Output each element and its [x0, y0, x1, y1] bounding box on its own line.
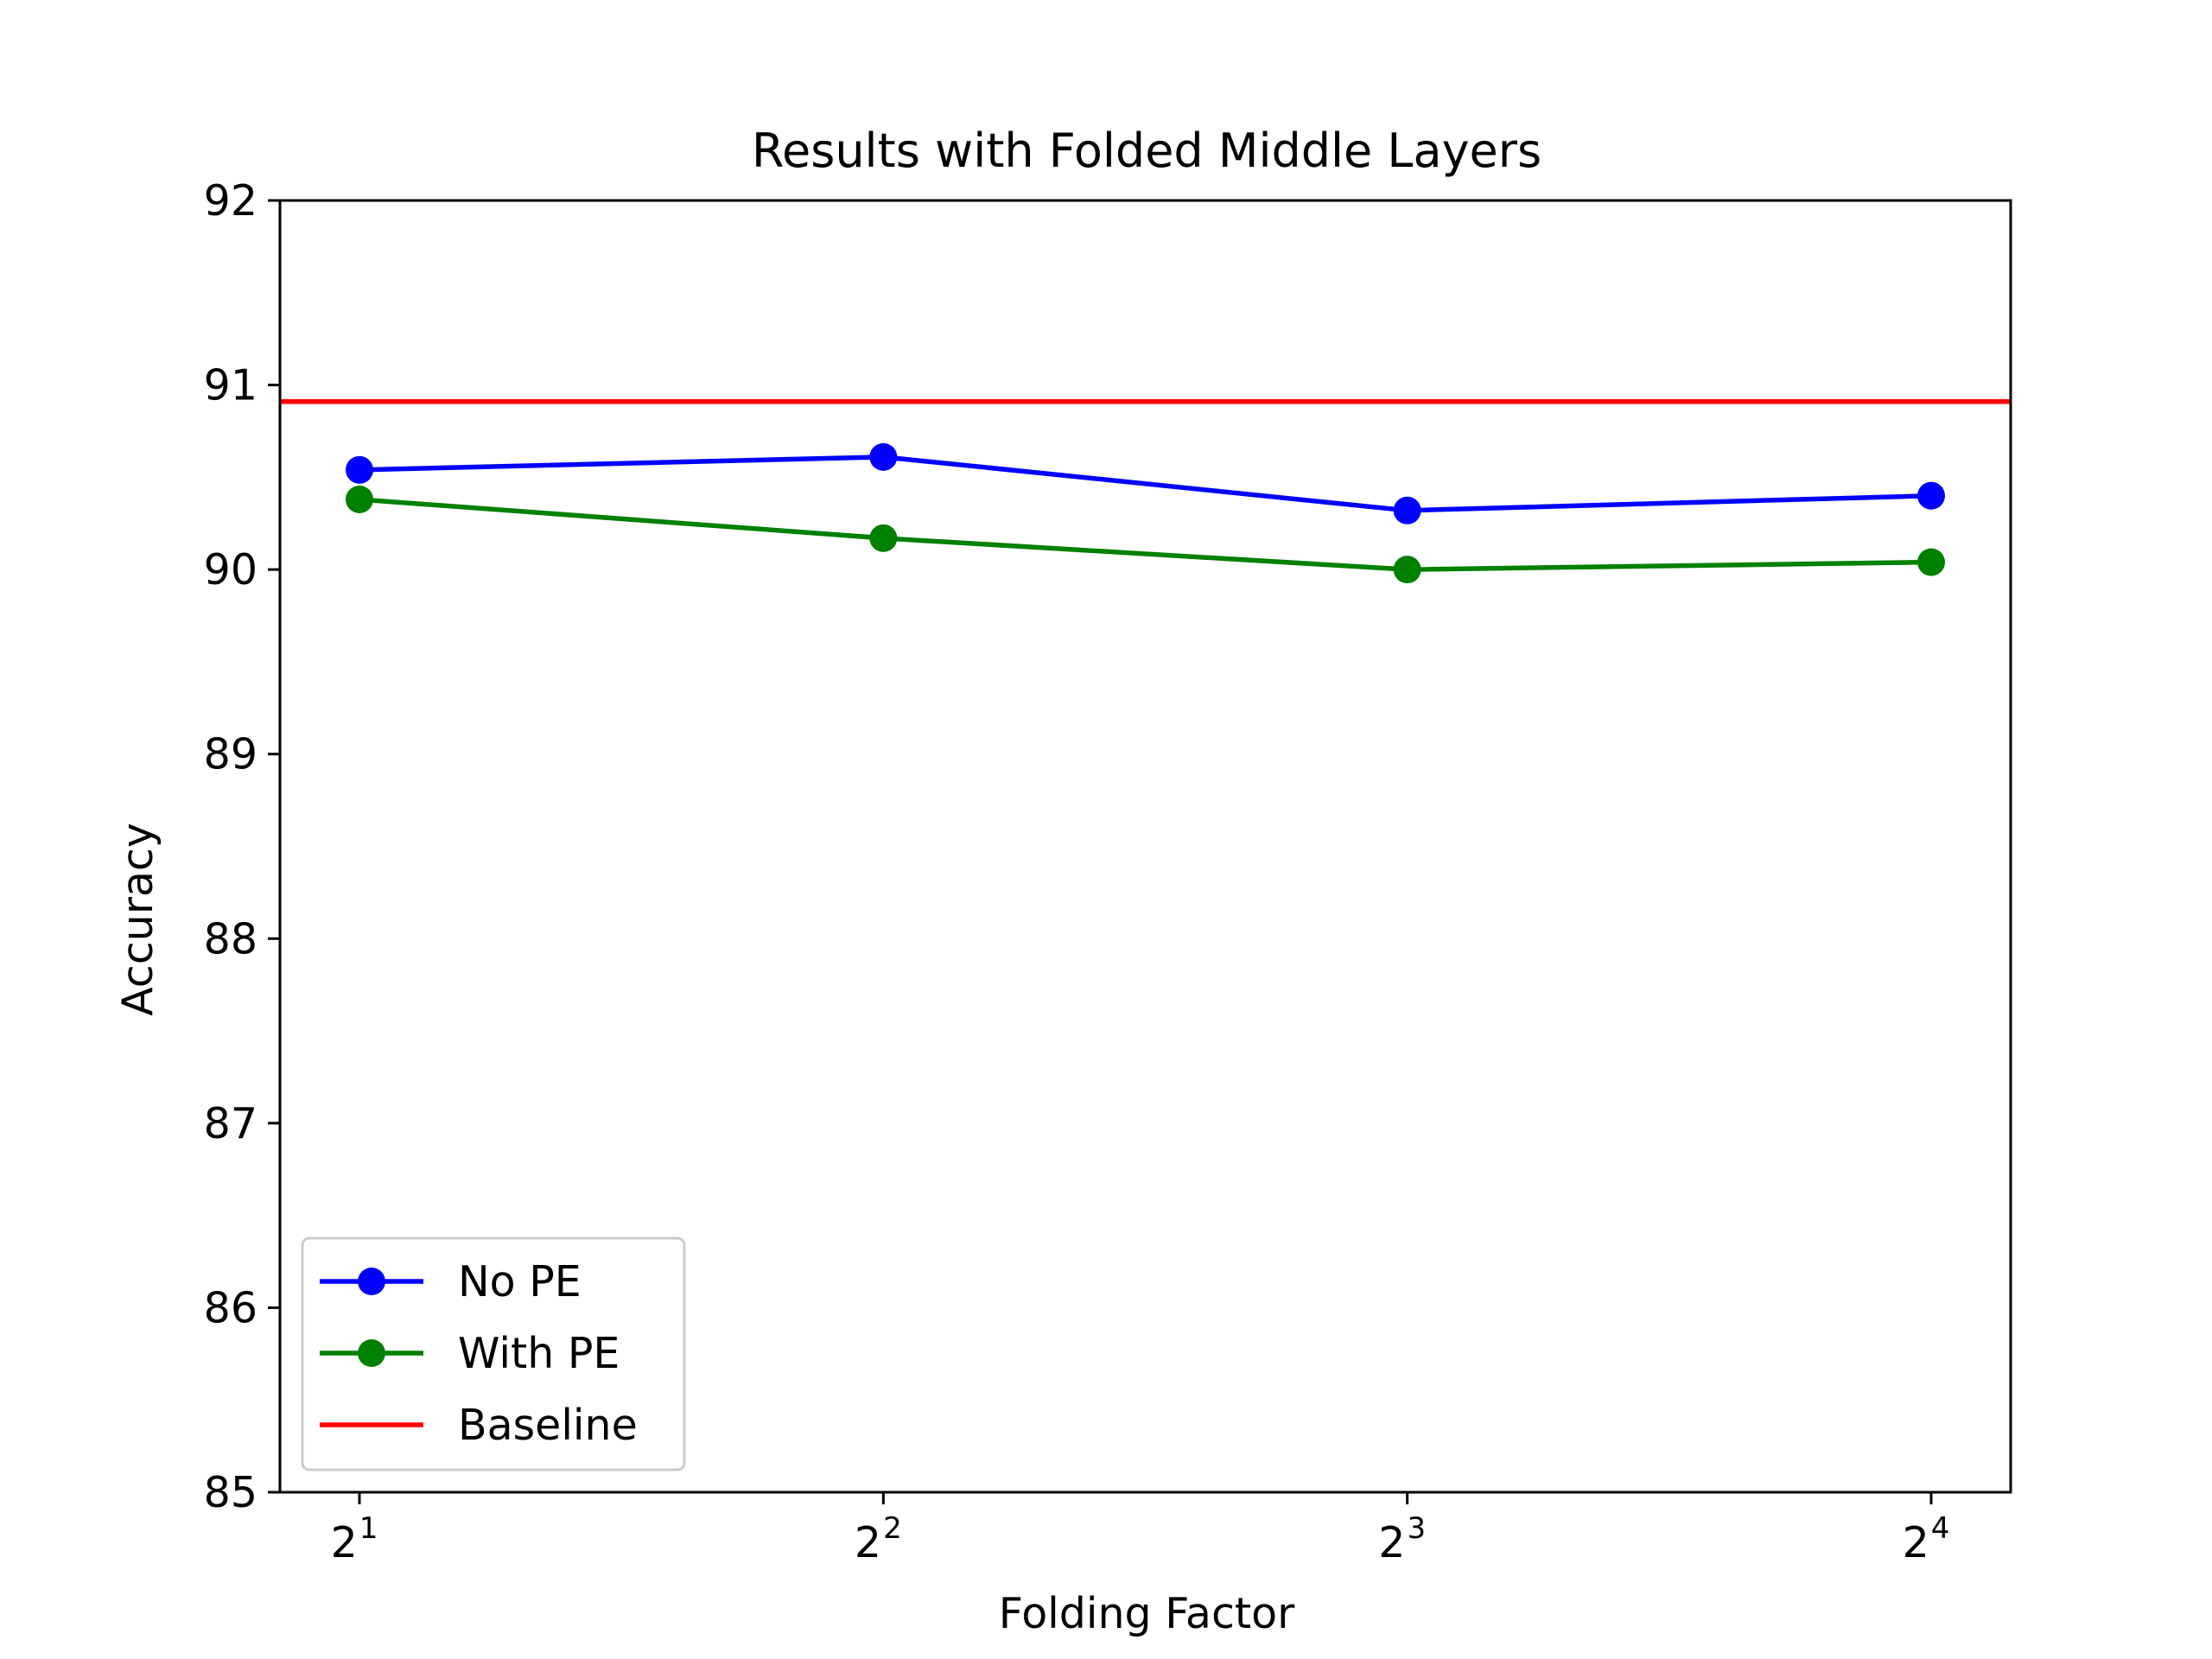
y-tick-label: 87: [204, 1099, 257, 1148]
x-tick-base: 2: [1903, 1518, 1929, 1567]
y-tick-label: 91: [204, 361, 257, 410]
no-pe-point: [1393, 496, 1421, 524]
no-pe-series-line: [359, 454, 1932, 513]
x-tick-base: 2: [1378, 1518, 1405, 1567]
y-axis-label: Accuracy: [113, 823, 162, 1016]
y-tick-label: 85: [204, 1468, 257, 1517]
x-tick-base: 2: [855, 1518, 881, 1567]
x-tick-label: 21: [331, 1511, 378, 1567]
legend-no-pe-label: No PE: [458, 1257, 582, 1306]
no-pe-point: [869, 442, 898, 471]
y-tick-label: 92: [204, 176, 257, 226]
x-tick-exponent: 1: [359, 1511, 378, 1546]
x-axis-label: Folding Factor: [999, 1589, 1295, 1638]
x-tick-label: 24: [1903, 1511, 1950, 1567]
axes-frame: [278, 199, 2012, 1494]
legend-box: [301, 1236, 686, 1471]
chart-title: Results with Folded Middle Layers: [752, 124, 1541, 178]
y-tick-label: 90: [204, 545, 257, 594]
x-tick-exponent: 4: [1931, 1511, 1950, 1546]
legend-baseline-label: Baseline: [458, 1401, 638, 1450]
y-tick-label: 89: [204, 730, 257, 779]
x-tick-base: 2: [331, 1518, 358, 1567]
with-pe-point: [346, 485, 373, 513]
with-pe-point: [1393, 556, 1421, 584]
no-pe-point: [346, 455, 373, 484]
no-pe-point: [1917, 481, 1945, 510]
x-tick-exponent: 3: [1407, 1511, 1426, 1546]
with-pe-series-line: [359, 497, 1932, 572]
y-tick-label: 88: [204, 914, 257, 963]
y-tick-label: 86: [204, 1283, 257, 1332]
x-tick-label: 23: [1378, 1511, 1426, 1567]
legend-with-pe-label: With PE: [458, 1329, 620, 1378]
with-pe-point: [1917, 548, 1945, 576]
x-tick-label: 22: [855, 1511, 902, 1567]
legend-with-pe-marker: [358, 1339, 385, 1367]
legend: No PE With PE Baseline: [301, 1236, 686, 1471]
legend-no-pe-marker: [358, 1268, 385, 1295]
x-tick-exponent: 2: [883, 1511, 902, 1546]
with-pe-point: [869, 524, 898, 552]
